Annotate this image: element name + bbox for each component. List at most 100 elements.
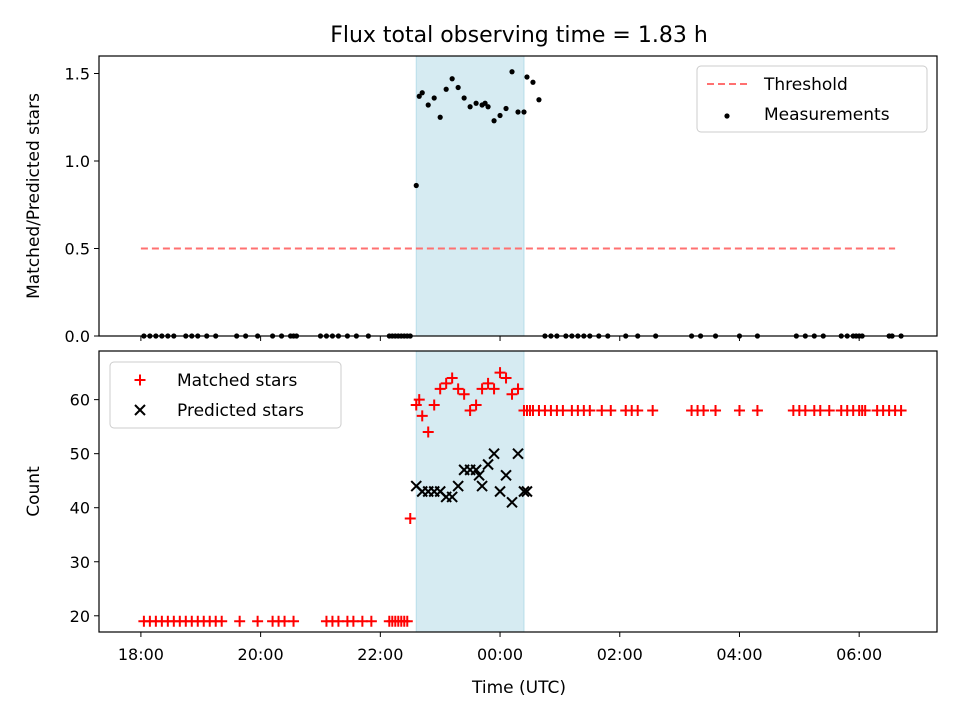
matched-star-point (413, 394, 425, 406)
predicted-star-point (512, 447, 524, 460)
predicted-star-point (494, 485, 506, 498)
matched-star-point (895, 404, 907, 416)
matched-star-point (216, 615, 228, 627)
matched-star-point (859, 404, 871, 416)
matched-star-point (422, 426, 434, 438)
top-panel: 0.0 0.5 1.0 1.5 Matched/Predicted stars Thres… (24, 55, 938, 346)
matched-star-point (733, 404, 745, 416)
x-tick-label: 02:00 (597, 645, 643, 664)
matched-star-point (470, 399, 482, 411)
predicted-star-point (446, 491, 458, 503)
matched-star-point (488, 383, 500, 395)
matched-star-point (506, 388, 518, 400)
measurement-point (536, 97, 542, 103)
legend-label: Measurements (764, 105, 890, 125)
chart-title: Flux total observing time = 1.83 h (330, 23, 708, 48)
matched-star-point (698, 404, 710, 416)
x-tick-label: 00:00 (477, 645, 523, 664)
matched-star-point (632, 404, 644, 416)
measurement-point (416, 93, 422, 99)
measurement-point (485, 104, 491, 110)
measurement-point (509, 69, 515, 75)
matched-star-point (584, 404, 596, 416)
matched-star-point (751, 404, 763, 416)
measurement-point (497, 112, 503, 119)
matched-star-point (252, 615, 264, 627)
matched-star-point (710, 404, 722, 416)
y-axis-label: Count (24, 466, 44, 517)
y-axis-label: Matched/Predicted stars (24, 93, 44, 299)
series-plus (138, 367, 907, 627)
measurement-point (491, 118, 497, 124)
legend-label: Matched stars (177, 371, 297, 391)
measurement-point (503, 105, 509, 112)
measurement-point (482, 100, 488, 106)
x-tick-label: 22:00 (357, 645, 403, 664)
matched-star-point (404, 513, 416, 525)
matched-star-point (434, 383, 446, 395)
measurement-point (467, 104, 473, 110)
legend-frame (696, 65, 928, 133)
y-tick-label: 1.0 (65, 152, 90, 171)
x-tick-label: 04:00 (716, 645, 762, 664)
y-tick-label: 0.0 (65, 327, 90, 346)
matched-star-point (482, 377, 494, 389)
measurement-point (419, 90, 425, 96)
measurement-point (515, 109, 521, 115)
predicted-star-point (470, 464, 482, 476)
matched-star-point (234, 615, 246, 627)
matched-star-point (288, 615, 300, 627)
predicted-star-point (506, 496, 518, 509)
predicted-star-point (476, 480, 488, 492)
measurement-point (449, 76, 455, 82)
measurement-point (521, 109, 527, 115)
predicted-star-point (521, 485, 533, 498)
matched-star-point (494, 367, 506, 379)
matched-star-point (823, 404, 835, 416)
legend-measurements-swatch (724, 113, 730, 119)
y-tick-label: 40 (70, 499, 90, 518)
legend: Matched stars Predicted stars (109, 361, 342, 429)
predicted-star-point (473, 469, 485, 481)
matched-star-point (512, 383, 524, 395)
measurement-point (413, 182, 419, 189)
series-x (410, 447, 533, 509)
matched-star-point (401, 615, 413, 627)
y-tick-label: 60 (70, 391, 90, 410)
x-tick-label: 20:00 (238, 645, 284, 664)
matched-star-point (476, 383, 488, 395)
y-tick-label: 50 (70, 445, 90, 464)
legend: Threshold Measurements (696, 65, 928, 133)
matched-star-point (605, 404, 617, 416)
axes-frame (98, 55, 938, 337)
measurement-point (425, 102, 431, 108)
matched-star-point (428, 399, 440, 411)
legend-matched-swatch (134, 374, 146, 386)
measurement-point (530, 79, 536, 85)
measurement-point (437, 114, 443, 120)
legend-predicted-swatch (134, 404, 146, 416)
y-tick-label: 1.5 (65, 65, 90, 84)
measurement-point (455, 84, 461, 91)
bottom-panel: 18:00 20:00 22:00 00:00 02:00 04:00 06:00 20 30 4… (24, 350, 938, 664)
predicted-star-point (518, 485, 530, 498)
predicted-star-point (488, 447, 500, 460)
legend-frame (109, 361, 342, 429)
measurement-point (473, 100, 479, 106)
matched-star-point (440, 377, 452, 389)
matched-star-point (500, 372, 512, 384)
matched-star-point (446, 372, 458, 384)
measurement-point (431, 95, 437, 101)
predicted-star-point (500, 469, 512, 481)
x-axis-label: Time (UTC) (471, 678, 566, 698)
legend-label: Threshold (763, 75, 848, 95)
x-tick-label: 06:00 (836, 645, 882, 664)
predicted-star-point (482, 458, 494, 471)
highlight-span (415, 55, 525, 337)
measurement-point (524, 74, 530, 80)
x-tick-label: 18:00 (118, 645, 164, 664)
axes-frame (98, 350, 938, 633)
highlight-span (415, 350, 525, 633)
measurement-point (461, 95, 467, 101)
matched-star-point (647, 404, 659, 416)
